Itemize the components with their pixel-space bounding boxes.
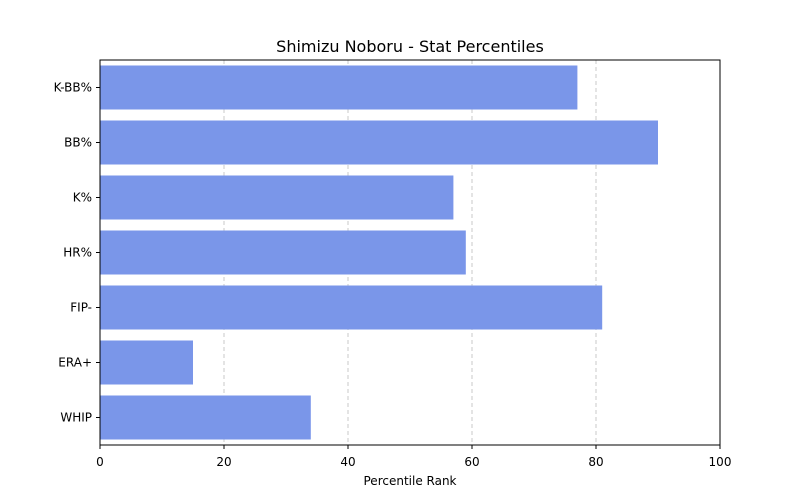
bar bbox=[100, 230, 466, 275]
y-tick-label: BB% bbox=[64, 136, 92, 150]
bar bbox=[100, 175, 454, 220]
x-tick-label: 100 bbox=[709, 455, 732, 469]
bar bbox=[100, 340, 193, 385]
y-tick-label: K-BB% bbox=[54, 81, 92, 95]
y-tick-label: ERA+ bbox=[58, 356, 92, 370]
y-tick-label: K% bbox=[73, 191, 92, 205]
x-tick-label: 20 bbox=[216, 455, 231, 469]
x-tick-label: 40 bbox=[340, 455, 355, 469]
bars bbox=[100, 65, 658, 440]
bar bbox=[100, 120, 658, 165]
bar bbox=[100, 395, 311, 440]
y-tick-label: HR% bbox=[63, 246, 92, 260]
bar bbox=[100, 65, 578, 110]
y-axis-ticks: K-BB% BB% K% HR% FIP- ERA+ WHIP bbox=[54, 81, 100, 425]
x-tick-label: 60 bbox=[464, 455, 479, 469]
y-tick-label: WHIP bbox=[60, 411, 92, 425]
x-tick-label: 0 bbox=[96, 455, 104, 469]
y-tick-label: FIP- bbox=[70, 301, 92, 315]
x-axis-ticks: 0 20 40 60 80 100 bbox=[96, 445, 731, 469]
bar bbox=[100, 285, 603, 330]
chart-title: Shimizu Noboru - Stat Percentiles bbox=[276, 37, 544, 56]
x-axis-label: Percentile Rank bbox=[364, 474, 457, 488]
x-tick-label: 80 bbox=[588, 455, 603, 469]
